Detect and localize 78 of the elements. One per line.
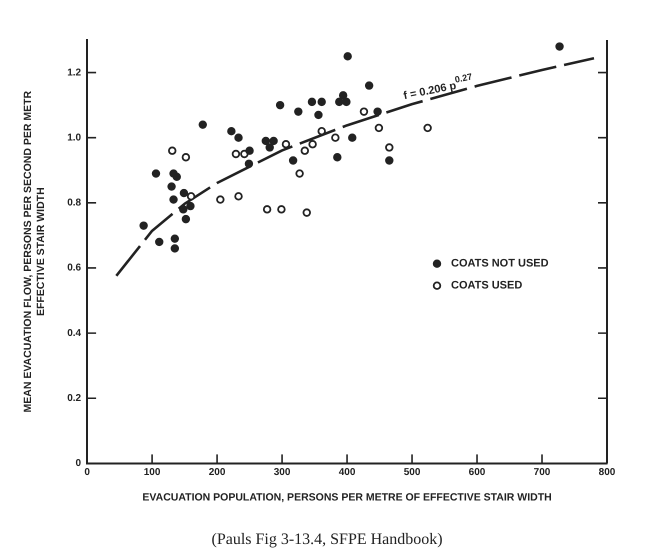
point	[172, 172, 181, 181]
point	[373, 107, 382, 116]
point	[335, 98, 344, 106]
point	[155, 238, 164, 246]
point	[234, 134, 243, 142]
point	[182, 214, 190, 224]
point	[294, 107, 303, 116]
legend-label: COATS USED	[451, 280, 522, 292]
annotation: f = 0.206 p0.27	[402, 71, 474, 102]
point	[180, 188, 188, 198]
point	[170, 234, 180, 243]
point	[186, 192, 196, 201]
point	[300, 146, 310, 155]
text: (Pauls Fig 3-13.4, SFPE Handbook)	[211, 531, 443, 548]
point	[364, 81, 374, 90]
point	[314, 110, 323, 120]
point	[234, 192, 243, 201]
point	[227, 126, 236, 136]
point	[170, 244, 180, 253]
x-tick-label: 500	[404, 467, 421, 478]
y-tick-label: 0	[76, 458, 82, 470]
y-tick-label: 0.8	[67, 198, 82, 209]
point	[308, 98, 316, 106]
point	[282, 140, 290, 148]
x-tick-label: 400	[338, 467, 356, 478]
point	[555, 42, 564, 51]
point	[262, 136, 270, 146]
point	[186, 202, 195, 210]
point	[182, 153, 190, 162]
point	[288, 156, 298, 165]
point	[318, 126, 326, 136]
x-tick-label: 700	[534, 467, 551, 478]
point	[169, 195, 178, 204]
point	[302, 208, 311, 217]
point	[198, 120, 207, 129]
point	[179, 205, 188, 214]
point	[168, 146, 176, 155]
point	[276, 100, 284, 110]
x-axis-title: EVACUATION POPULATION, PERSONS PER METRE OF EFFECTIVE STAIR WIDTH	[142, 492, 552, 504]
y-tick-label: 0.6	[67, 262, 82, 274]
point	[269, 136, 278, 146]
point	[266, 143, 274, 152]
x-tick-label: 300	[274, 467, 291, 478]
x-tick-label: 600	[468, 467, 486, 478]
point	[423, 124, 432, 132]
point	[348, 134, 356, 142]
point	[232, 150, 240, 158]
point	[318, 98, 326, 106]
x-tick-label: 200	[208, 467, 226, 478]
point	[360, 107, 368, 116]
point	[385, 156, 394, 165]
point	[308, 140, 317, 148]
y-tick-label: 0.2	[67, 393, 82, 404]
point	[374, 124, 384, 132]
point	[139, 221, 148, 230]
x-tick-label: 800	[598, 467, 616, 478]
x-tick-label: 0	[84, 467, 90, 478]
point	[342, 98, 351, 106]
point	[344, 52, 352, 60]
point	[244, 160, 254, 168]
point	[277, 205, 286, 214]
y-tick-label: 1.0	[67, 132, 82, 144]
point	[245, 146, 254, 155]
point	[262, 205, 272, 214]
point	[338, 91, 348, 100]
legend-label: COATS NOT USED	[451, 258, 549, 270]
point	[152, 169, 160, 178]
point	[216, 195, 225, 204]
point	[331, 134, 340, 142]
point	[333, 153, 342, 162]
x-tick-label: 100	[144, 467, 161, 478]
point	[385, 143, 394, 152]
y-tick-label: 0.4	[67, 328, 82, 339]
y-axis-title: MEAN EVACUATION FLOW, PERSONS PER SECOND PER METR EFFECTIVE STAIR WIDTH	[22, 90, 47, 413]
line-series	[115, 56, 596, 278]
point	[167, 182, 176, 191]
point	[295, 169, 304, 178]
y-tick-label: 1.2	[67, 67, 82, 78]
